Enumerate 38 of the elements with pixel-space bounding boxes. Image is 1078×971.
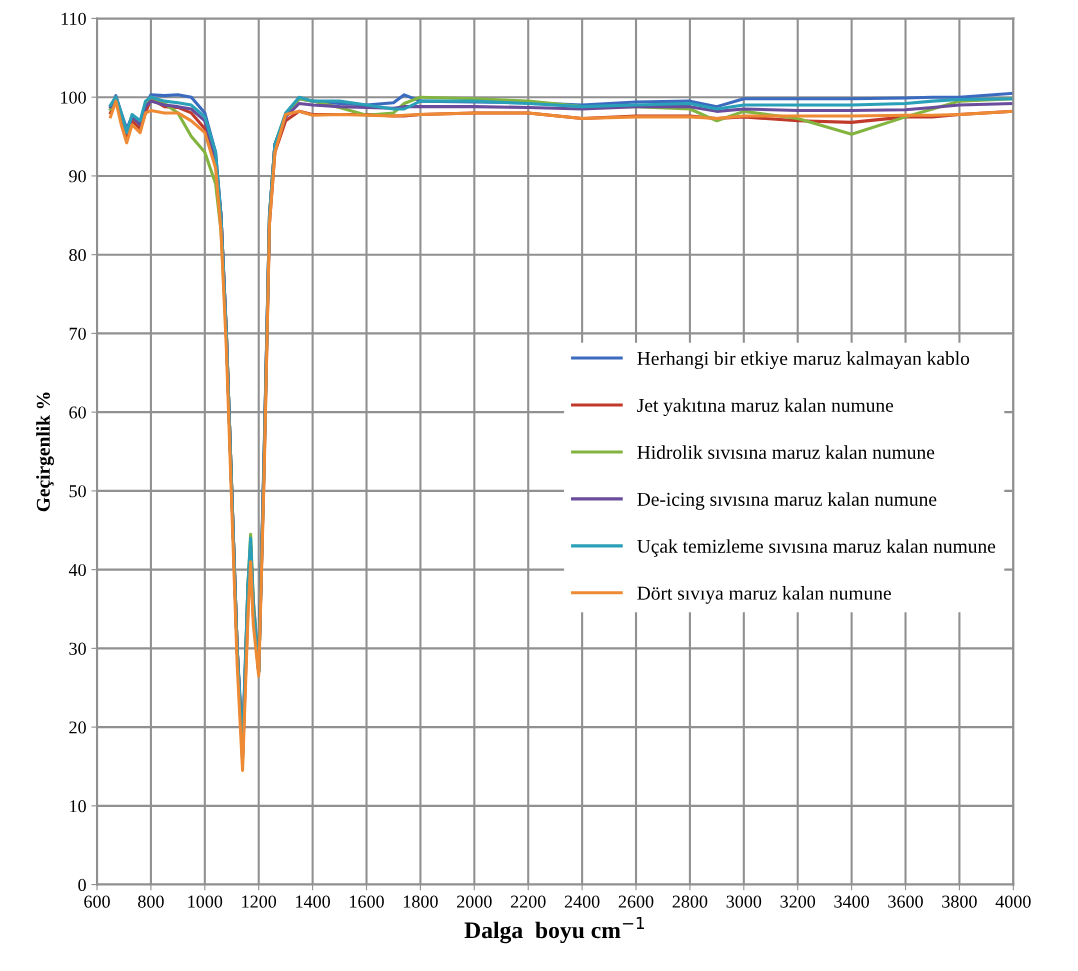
x-axis-title: Dalga boyu cm$^{−1}$ [464,916,644,944]
legend-label: De-icing sıvısına maruz kalan numune [637,492,937,510]
x-tick-label: 1000 [188,895,223,908]
y-tick-label: 100 [61,91,86,104]
y-tick-label: 40 [68,563,86,577]
x-tick-label: 4000 [995,895,1031,908]
legend-label: Jet yakıtına maruz kalan numune [637,398,894,416]
x-tick-label: 2400 [564,895,600,908]
y-tick-label: 0 [78,878,86,892]
x-tick-label: 2800 [672,895,708,908]
x-tick-label: 1400 [296,895,330,908]
x-tick-label: 3800 [942,895,977,908]
x-tick-label: 1600 [350,895,384,908]
x-tick-label: 3400 [834,895,869,908]
x-tick-label: 3200 [780,895,816,908]
y-axis-title: Geçirgenlik % [36,392,54,512]
legend-label: Uçak temizleme sıvısına maruz kalan numune [637,539,996,557]
x-tick-label: 3000 [726,895,762,908]
x-tick-label: 600 [84,895,110,908]
x-tick-label: 3600 [888,895,923,908]
y-tick-label: 70 [69,327,86,340]
y-tick-label: 90 [69,170,86,183]
y-tick-label: 20 [69,721,86,734]
x-tick-label: 2200 [510,895,546,908]
x-tick-label: 1200 [242,895,277,908]
y-tick-label: 80 [69,248,86,262]
x-tick-label: 1800 [403,895,438,908]
y-tick-label: 30 [69,642,86,655]
legend-label: Herhangi bir etkiye maruz kalmayan kablo [637,351,970,370]
legend-label: Hidrolik sıvısına maruz kalan numune [637,445,935,459]
y-tick-label: 10 [70,800,86,813]
y-tick-label: 110 [61,12,86,25]
x-tick-label: 2000 [457,895,492,908]
x-tick-label: 2600 [618,895,654,908]
y-tick-label: 50 [69,485,86,498]
legend-label: Dört sıvıya maruz kalan numune [637,586,891,604]
x-tick-label: 800 [138,895,164,908]
y-tick-label: 60 [69,406,86,419]
